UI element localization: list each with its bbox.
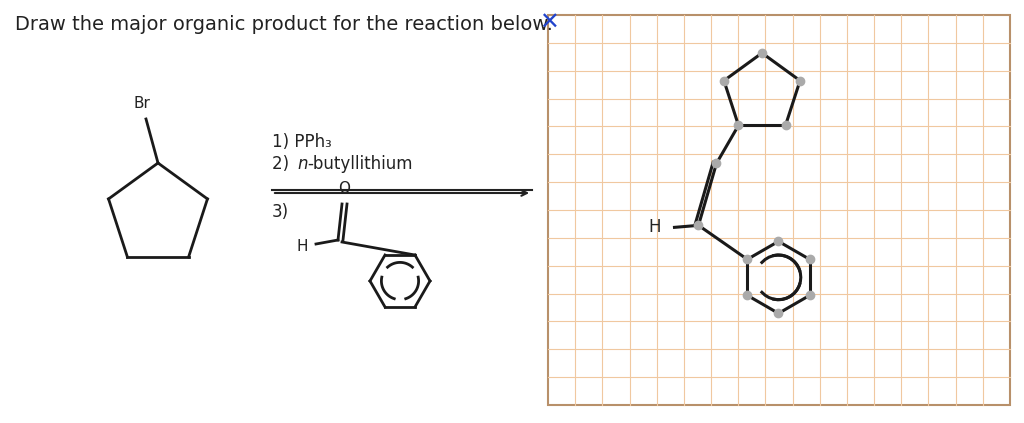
Text: n: n [297,155,307,173]
Text: Draw the major organic product for the reaction below.: Draw the major organic product for the r… [15,15,553,34]
Bar [548,15,1010,405]
Text: -butyllithium: -butyllithium [307,155,413,173]
Text: O: O [338,181,350,196]
Text: 2): 2) [272,155,294,173]
Text: 3): 3) [272,203,289,221]
Text: H: H [297,239,308,253]
Text: H: H [648,218,660,236]
Text: ✕: ✕ [539,11,559,35]
Text: Br: Br [133,96,151,111]
Text: 1) PPh₃: 1) PPh₃ [272,133,332,151]
